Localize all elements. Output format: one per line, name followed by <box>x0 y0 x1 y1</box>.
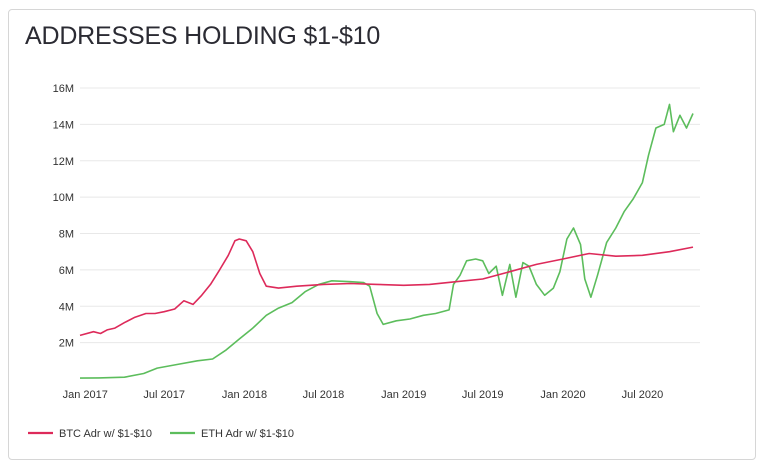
series-line-eth <box>79 103 694 379</box>
x-tick-label: Jan 2017 <box>63 389 108 401</box>
y-tick-label: 10M <box>53 192 74 204</box>
y-axis: 2M 4M 6M 8M 10M 12M 14M 16M <box>53 83 74 350</box>
chart-card <box>8 9 756 460</box>
y-tick-label: 6M <box>59 265 74 277</box>
x-tick-label: Jan 2019 <box>381 389 426 401</box>
y-tick-label: 14M <box>53 119 74 131</box>
legend-label-eth: ETH Adr w/ $1-$10 <box>201 428 294 440</box>
chart-title: ADDRESSES HOLDING $1-$10 <box>25 22 381 50</box>
x-tick-label: Jan 2018 <box>222 389 267 401</box>
y-tick-label: 16M <box>53 83 74 95</box>
series-line-btc <box>79 238 694 337</box>
y-tick-label: 2M <box>59 338 74 350</box>
y-tick-label: 4M <box>59 301 74 313</box>
x-tick-label: Jul 2019 <box>462 389 504 401</box>
legend-label-btc: BTC Adr w/ $1-$10 <box>59 428 152 440</box>
x-axis: Jan 2017 Jul 2017 Jan 2018 Jul 2018 Jan 2019… <box>63 389 664 401</box>
x-tick-label: Jul 2017 <box>143 389 185 401</box>
x-tick-label: Jan 2020 <box>540 389 585 401</box>
y-tick-label: 8M <box>59 229 74 241</box>
series-layer <box>79 103 694 379</box>
legend: BTC Adr w/ $1-$10 ETH Adr w/ $1-$10 <box>28 428 294 440</box>
grid-layer <box>80 87 700 344</box>
y-tick-label: 12M <box>53 156 74 168</box>
x-tick-label: Jul 2018 <box>303 389 345 401</box>
x-tick-label: Jul 2020 <box>622 389 664 401</box>
